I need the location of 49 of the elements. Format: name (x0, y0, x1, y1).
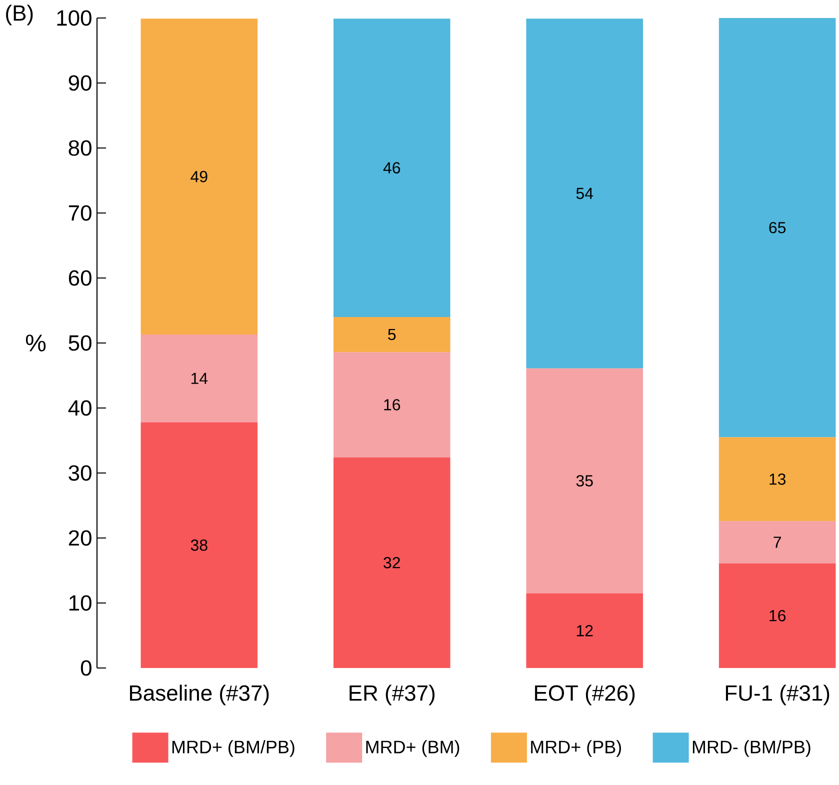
bar (333, 18, 450, 317)
y-tick-label: 0 (80, 660, 92, 676)
bar (526, 368, 643, 594)
y-tick-label: 60 (68, 270, 92, 286)
bar (718, 18, 836, 438)
bar (333, 457, 450, 668)
data-label: 16 (384, 399, 400, 410)
data-label: 38 (190, 539, 208, 551)
y-tick-label: 30 (68, 465, 92, 481)
bar (140, 18, 258, 335)
data-label: 5 (388, 328, 396, 340)
y-tick-label: 10 (69, 595, 92, 611)
legend-label: MRD+ (PB) (531, 740, 621, 757)
y-tick-label: 20 (68, 530, 92, 546)
bar (526, 593, 643, 668)
data-label: 13 (770, 474, 786, 485)
bar (526, 18, 643, 368)
data-label: 7 (774, 536, 781, 548)
x-tick-label: EOT (#26) (535, 684, 635, 706)
bar (718, 563, 836, 668)
y-tick-label: 40 (68, 400, 92, 416)
bar (333, 316, 450, 352)
y-tick-label: 70 (68, 205, 92, 221)
data-label: 32 (384, 557, 400, 568)
y-tick-label: 100 (57, 10, 92, 26)
legend-label: MRD+ (BM) (366, 740, 460, 757)
bar (140, 422, 258, 668)
bar (718, 437, 836, 522)
data-label: 16 (770, 610, 786, 622)
data-label: 46 (383, 162, 400, 174)
data-label: 65 (769, 222, 786, 234)
data-label: 14 (191, 372, 208, 384)
bar (333, 352, 450, 458)
y-tick-label: 80 (68, 140, 92, 156)
x-tick-label: ER (#37) (350, 684, 434, 706)
legend-label: MRD- (BM/PB) (692, 740, 810, 757)
bar (718, 521, 836, 564)
data-label: 35 (576, 475, 593, 486)
y-tick-label: 50 (68, 335, 92, 351)
data-label: 12 (576, 625, 593, 636)
y-axis-title: % (26, 334, 46, 352)
data-label: 49 (190, 170, 208, 182)
y-tick-label: 90 (68, 75, 92, 91)
legend-label: MRD+ (BM/PB) (172, 740, 294, 757)
x-tick-label: FU-1 (#31) (726, 684, 830, 706)
data-label: 54 (576, 188, 594, 200)
x-tick-label: Baseline (#37) (130, 684, 269, 706)
bar (140, 334, 258, 422)
text: (B) (6, 4, 33, 26)
